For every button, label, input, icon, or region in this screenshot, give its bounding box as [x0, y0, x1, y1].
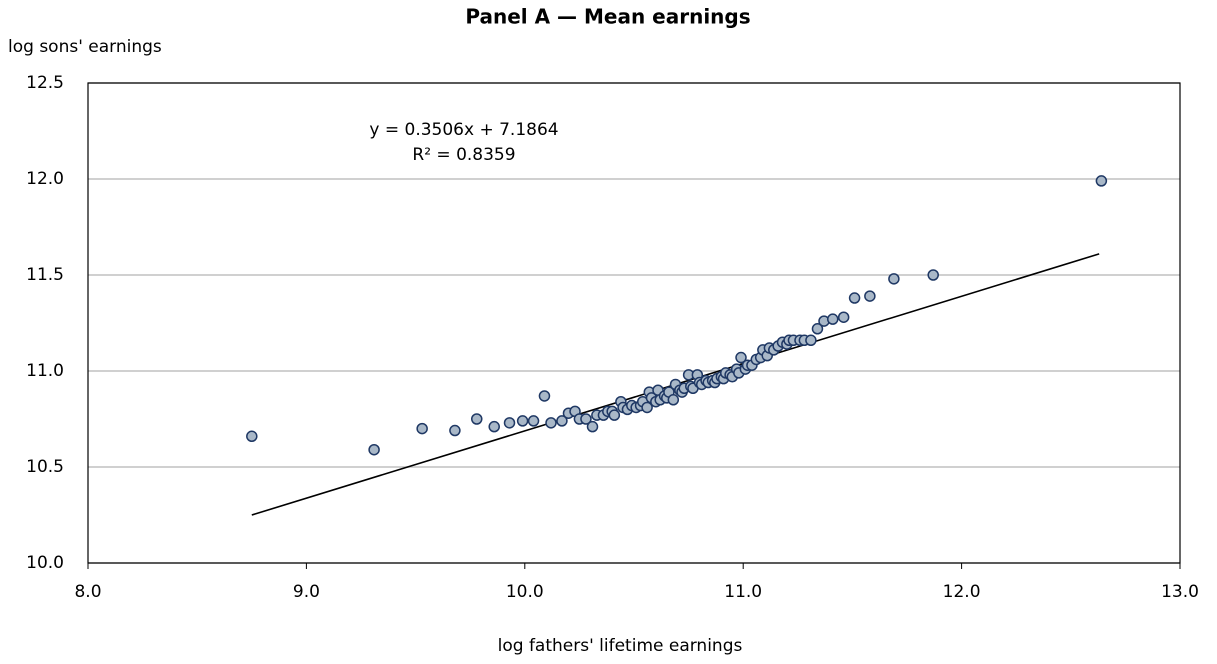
- x-tick-label: 12.0: [943, 582, 981, 602]
- point: [503, 417, 516, 429]
- point: [580, 413, 592, 425]
- point: [246, 430, 258, 443]
- point: [471, 413, 483, 425]
- point: [888, 273, 900, 285]
- point: [368, 443, 380, 456]
- y-tick-label: 10.5: [26, 457, 64, 477]
- point: [864, 290, 876, 302]
- x-axis-label: log fathers' lifetime earnings: [498, 636, 743, 656]
- point: [556, 415, 568, 427]
- annotation: y = 0.3506x + 7.1864: [369, 120, 558, 140]
- chart-title: Panel A — Mean earnings: [465, 5, 750, 29]
- point: [667, 394, 680, 406]
- plot-frame: [87, 82, 1181, 564]
- point: [805, 334, 817, 347]
- point: [811, 323, 824, 335]
- x-tick-label: 8.0: [74, 582, 101, 602]
- y-tick-label: 12.5: [26, 73, 64, 93]
- point: [1095, 175, 1108, 187]
- point: [416, 422, 428, 435]
- point: [735, 351, 747, 364]
- point: [826, 313, 839, 325]
- point: [641, 401, 653, 414]
- point: [927, 269, 939, 281]
- point: [586, 420, 599, 433]
- point: [848, 292, 861, 304]
- point: [545, 417, 557, 429]
- point: [608, 409, 621, 421]
- y-tick-label: 11.0: [26, 361, 64, 381]
- x-tick-label: 9.0: [293, 582, 320, 602]
- point: [516, 415, 529, 427]
- y-tick-label: 10.0: [26, 553, 64, 573]
- x-tick-label: 11.0: [724, 582, 762, 602]
- point: [449, 424, 461, 437]
- point: [538, 390, 551, 402]
- x-tick-label: 13.0: [1161, 582, 1199, 602]
- x-tick-label: 10.0: [506, 582, 544, 602]
- y-tick-label: 12.0: [26, 169, 64, 189]
- point: [527, 415, 540, 427]
- annotation: R² = 0.8359: [412, 145, 515, 165]
- y-tick-label: 11.5: [26, 265, 64, 285]
- y-axis-label: log sons' earnings: [8, 37, 162, 57]
- point: [837, 311, 850, 323]
- point: [488, 420, 500, 433]
